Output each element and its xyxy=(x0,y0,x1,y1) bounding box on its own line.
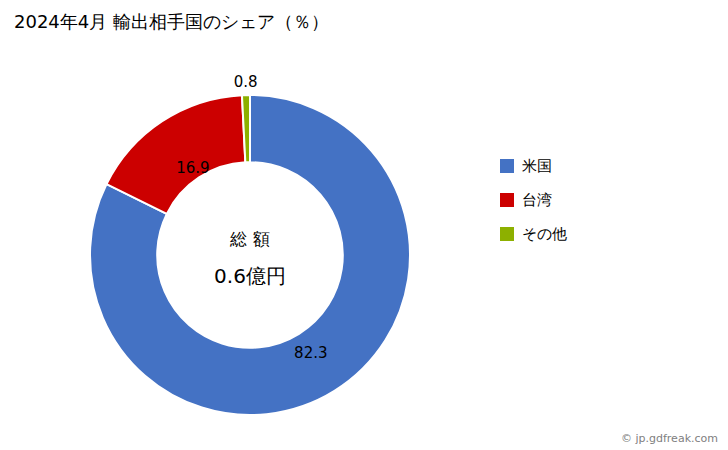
data-label: 82.3 xyxy=(294,344,327,362)
legend-item: 台湾 xyxy=(500,191,552,209)
legend-item: 米国 xyxy=(500,157,552,175)
slice xyxy=(242,95,250,162)
data-label: 16.9 xyxy=(176,159,209,177)
slice xyxy=(107,95,246,214)
legend-swatch xyxy=(500,227,514,241)
center-text: 0.6億円 xyxy=(214,264,286,288)
slice xyxy=(90,95,410,415)
center-text: 総 額 xyxy=(229,229,269,249)
legend-label: その他 xyxy=(522,225,567,243)
data-label: 0.8 xyxy=(234,73,258,91)
legend: 米国台湾その他 xyxy=(500,157,567,243)
title: 2024年4月 輸出相手国のシェア（％） xyxy=(14,11,329,32)
data-labels: 82.3 16.9 0.8 xyxy=(176,73,327,362)
donut xyxy=(90,95,410,415)
legend-label: 台湾 xyxy=(522,191,552,209)
legend-swatch xyxy=(500,193,514,207)
legend-label: 米国 xyxy=(522,157,552,175)
watermark: © jp.gdfreak.com xyxy=(621,432,718,445)
legend-swatch xyxy=(500,159,514,173)
legend-item: その他 xyxy=(500,225,567,243)
chart: 2024年4月 輸出相手国のシェア（％） 82.3 16.9 0.8 総 額 0.6億円 ©… xyxy=(0,0,728,450)
